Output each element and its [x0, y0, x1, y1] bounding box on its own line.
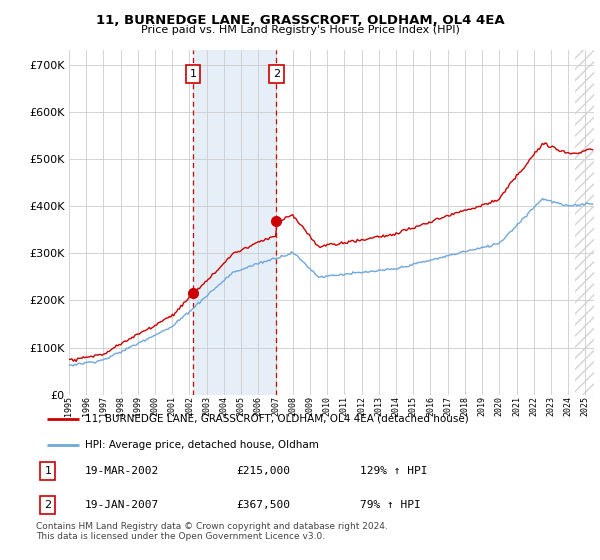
- Text: HPI: Average price, detached house, Oldham: HPI: Average price, detached house, Oldh…: [85, 440, 319, 450]
- Text: £215,000: £215,000: [236, 466, 290, 476]
- Text: 2: 2: [44, 500, 52, 510]
- Text: 11, BURNEDGE LANE, GRASSCROFT, OLDHAM, OL4 4EA (detached house): 11, BURNEDGE LANE, GRASSCROFT, OLDHAM, O…: [85, 414, 469, 423]
- Text: 129% ↑ HPI: 129% ↑ HPI: [360, 466, 427, 476]
- Bar: [193, 50, 277, 395]
- Text: Price paid vs. HM Land Registry's House Price Index (HPI): Price paid vs. HM Land Registry's House …: [140, 25, 460, 35]
- Text: £367,500: £367,500: [236, 500, 290, 510]
- Text: 19-JAN-2007: 19-JAN-2007: [85, 500, 159, 510]
- Text: 19-MAR-2002: 19-MAR-2002: [85, 466, 159, 476]
- Bar: [575, 50, 594, 395]
- Bar: [575, 50, 594, 395]
- Text: 11, BURNEDGE LANE, GRASSCROFT, OLDHAM, OL4 4EA: 11, BURNEDGE LANE, GRASSCROFT, OLDHAM, O…: [95, 14, 505, 27]
- Text: 1: 1: [44, 466, 52, 476]
- Text: 1: 1: [190, 69, 196, 79]
- Text: Contains HM Land Registry data © Crown copyright and database right 2024.
This d: Contains HM Land Registry data © Crown c…: [36, 522, 388, 542]
- Text: 79% ↑ HPI: 79% ↑ HPI: [360, 500, 421, 510]
- Text: 2: 2: [273, 69, 280, 79]
